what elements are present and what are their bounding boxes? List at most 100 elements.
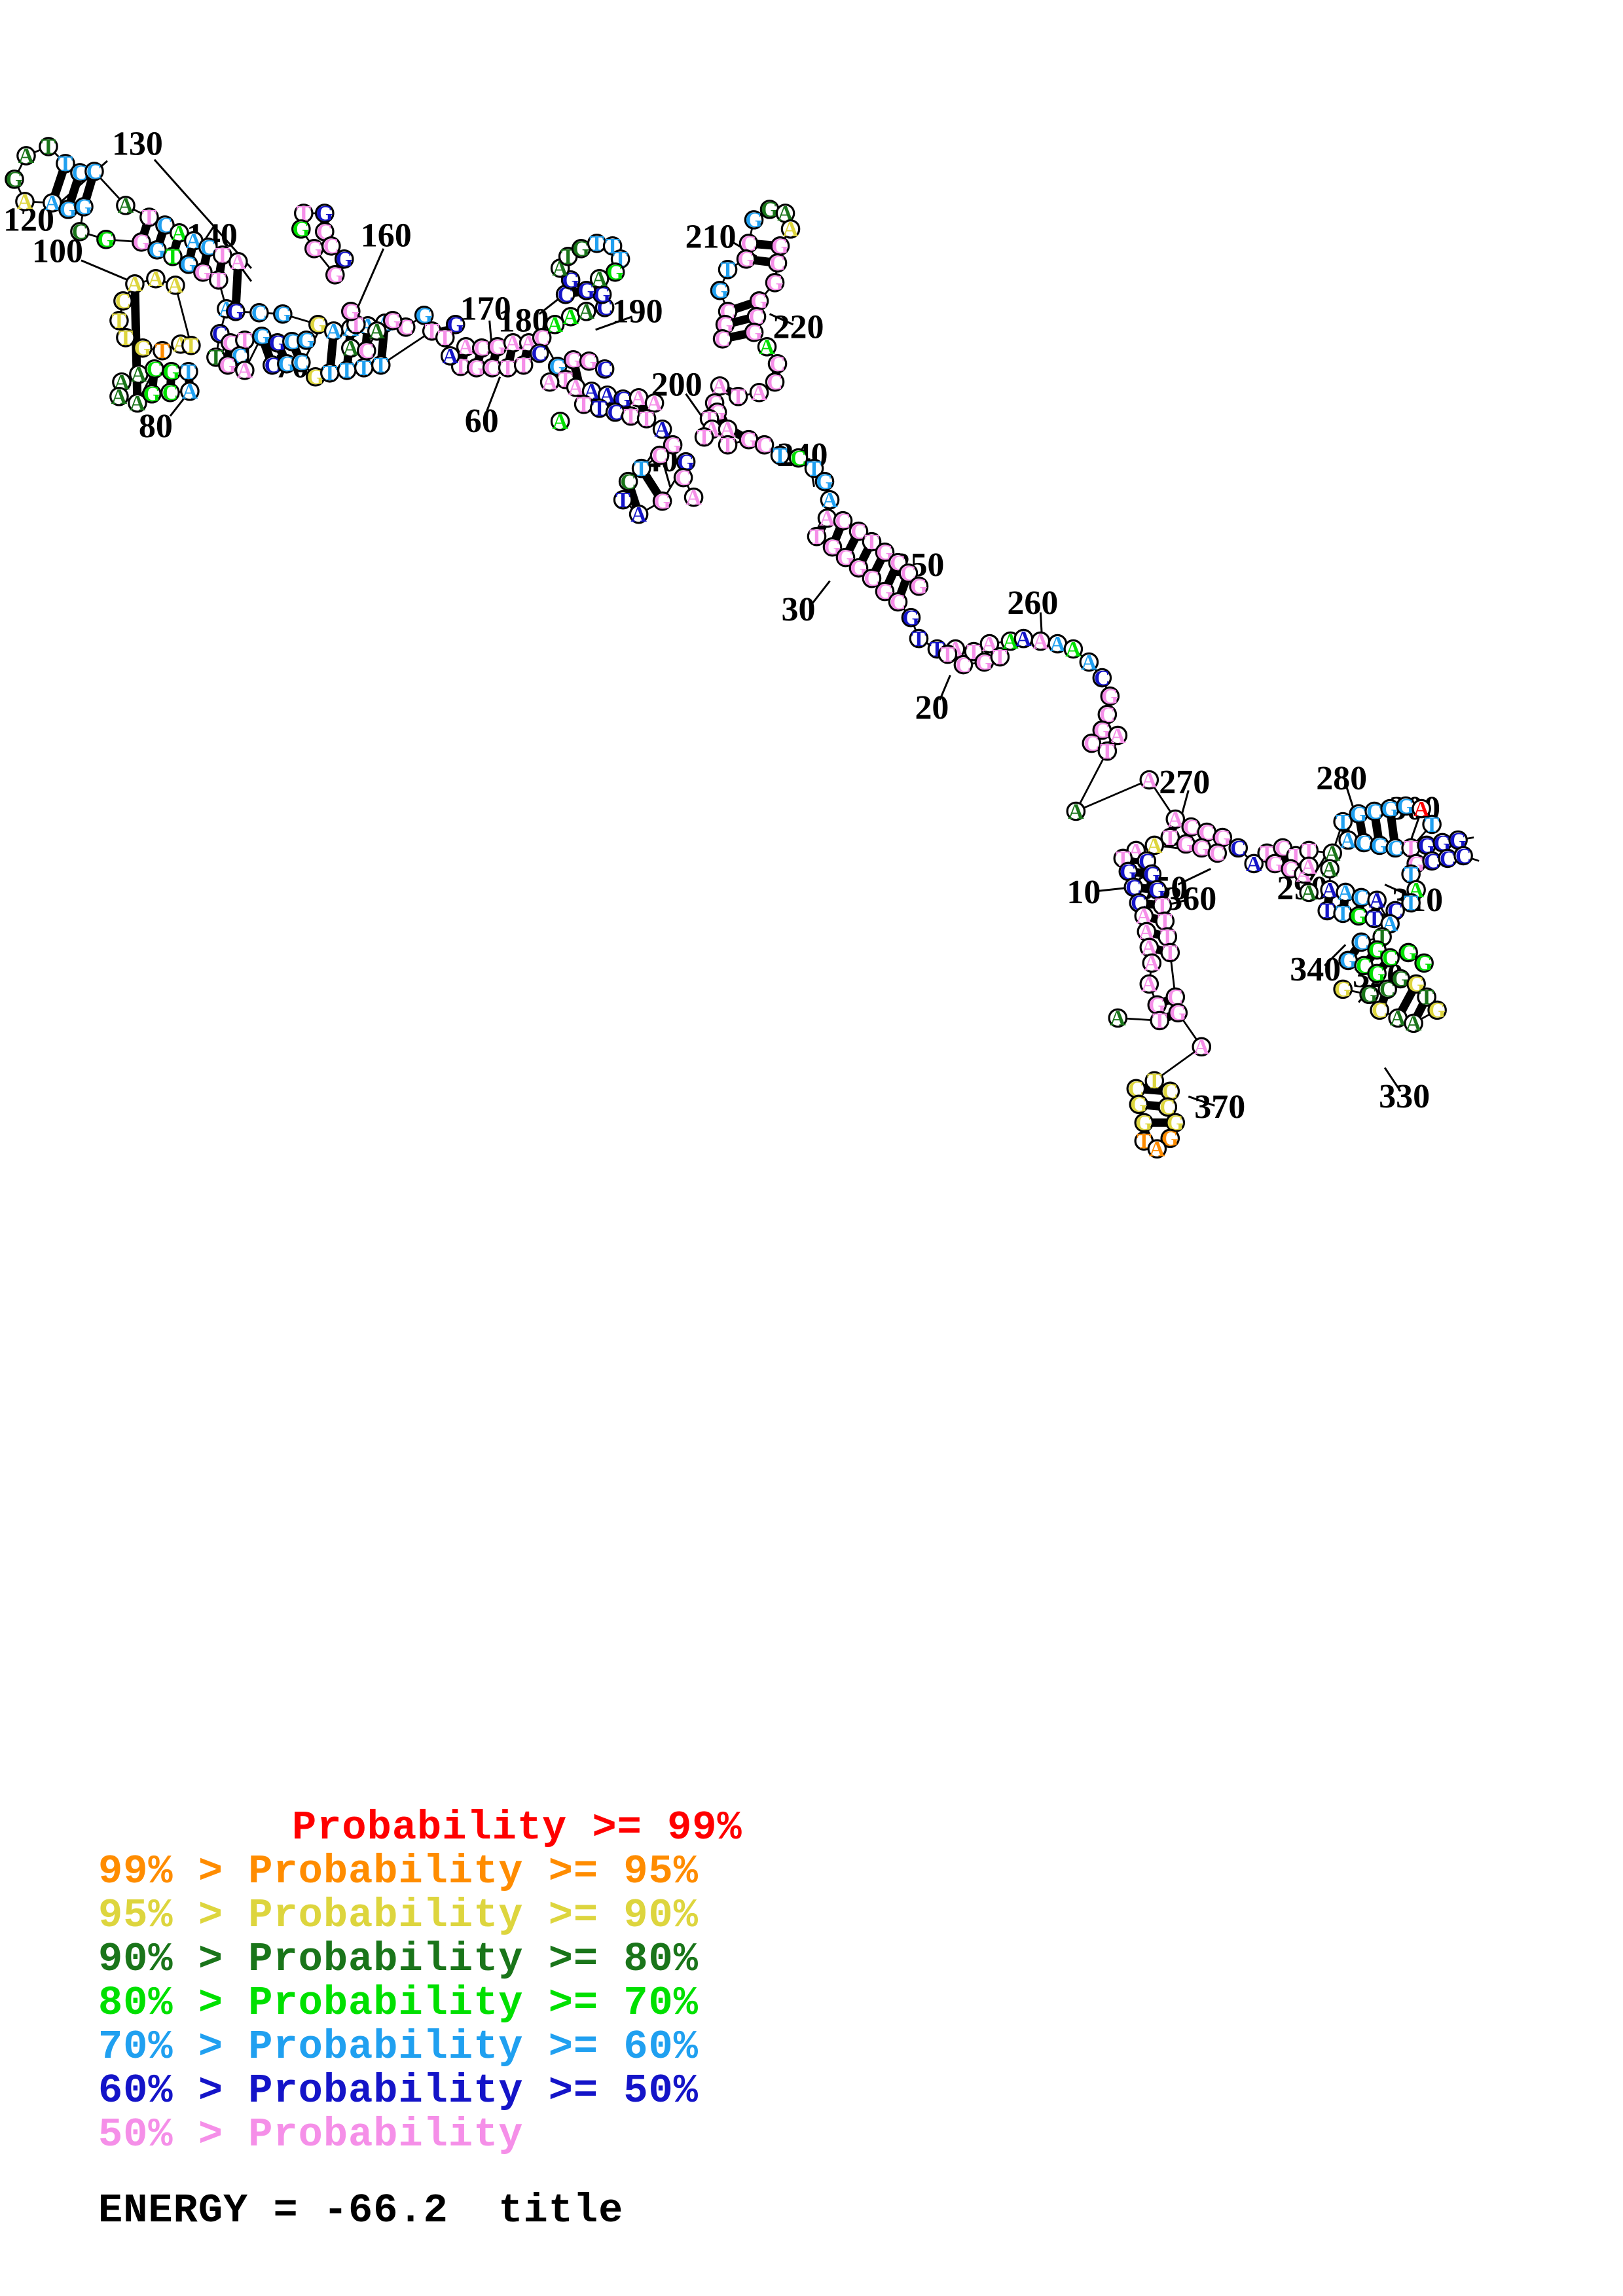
nucleotide[interactable]: G <box>744 208 764 232</box>
nucleotide[interactable]: C <box>356 339 376 363</box>
nucleotide[interactable]: A <box>1380 912 1400 937</box>
nucleotide[interactable]: A <box>184 229 204 253</box>
nucleotide[interactable]: C <box>833 509 853 533</box>
nucleotide[interactable]: C <box>788 446 809 471</box>
nucleotide[interactable]: T <box>770 444 790 468</box>
nucleotide[interactable]: A <box>1079 651 1099 675</box>
nucleotide[interactable]: C <box>618 470 638 494</box>
nucleotide[interactable]: C <box>1354 831 1374 855</box>
nucleotide[interactable]: G <box>179 253 198 277</box>
nucleotide[interactable]: T <box>1364 907 1384 931</box>
nucleotide[interactable]: T <box>1160 826 1180 850</box>
nucleotide[interactable]: G <box>218 353 238 378</box>
nucleotide[interactable]: C <box>1380 946 1400 971</box>
nucleotide[interactable]: T <box>181 334 201 358</box>
nucleotide[interactable]: A <box>1030 630 1051 654</box>
nucleotide[interactable]: G <box>74 195 94 219</box>
nucleotide[interactable]: G <box>1391 967 1410 992</box>
nucleotide[interactable]: G <box>340 300 361 324</box>
nucleotide[interactable]: G <box>226 300 246 324</box>
nucleotide[interactable]: G <box>765 271 785 295</box>
nucleotide[interactable]: C <box>1207 842 1228 866</box>
nucleotide[interactable]: G <box>1192 836 1212 861</box>
nucleotide[interactable]: A <box>629 503 649 527</box>
nucleotide[interactable]: A <box>560 305 581 329</box>
nucleotide[interactable]: T <box>513 353 534 378</box>
nucleotide[interactable]: C <box>70 220 90 244</box>
nucleotide[interactable]: T <box>1097 740 1118 764</box>
rna-structure-diagram[interactable]: 1301201008014070160180190170602002102204… <box>0 0 1623 1505</box>
nucleotide[interactable]: A <box>644 391 665 416</box>
nucleotide[interactable]: T <box>636 407 657 431</box>
nucleotide[interactable]: T <box>153 339 172 363</box>
nucleotide[interactable]: A <box>1139 973 1159 997</box>
nucleotide[interactable]: A <box>166 274 185 298</box>
nucleotide[interactable]: G <box>1100 685 1120 709</box>
nucleotide[interactable]: A <box>566 376 586 400</box>
nucleotide[interactable]: T <box>1317 899 1337 924</box>
nucleotide[interactable]: T <box>213 243 232 268</box>
nucleotide[interactable]: T <box>718 433 738 457</box>
nucleotide[interactable]: A <box>125 272 145 296</box>
nucleotide[interactable]: G <box>133 336 153 361</box>
nucleotide[interactable]: A <box>539 370 560 395</box>
nucleotide[interactable]: C <box>1092 666 1112 691</box>
nucleotide[interactable]: C <box>1422 850 1442 874</box>
nucleotide-layer[interactable]: ATGATACGCGCGATGCGATAGCGTTAACTCTCGAGGCGCG… <box>5 135 1623 1162</box>
nucleotide[interactable]: A <box>456 335 476 359</box>
nucleotide[interactable]: A <box>1299 855 1319 879</box>
nucleotide[interactable]: A <box>1388 1007 1408 1031</box>
nucleotide[interactable]: G <box>1414 952 1434 976</box>
nucleotide[interactable]: G <box>1398 941 1418 965</box>
nucleotide[interactable]: T <box>56 152 75 176</box>
nucleotide[interactable]: G <box>147 238 167 262</box>
nucleotide[interactable]: A <box>1048 632 1068 656</box>
nucleotide[interactable]: T <box>1160 941 1180 965</box>
nucleotide[interactable]: C <box>282 330 302 354</box>
nucleotide[interactable]: A <box>128 391 147 416</box>
nucleotide[interactable]: A <box>340 336 361 361</box>
nucleotide[interactable]: G <box>652 490 672 514</box>
nucleotide[interactable]: T <box>1144 1069 1165 1094</box>
nucleotide[interactable]: T <box>116 326 136 350</box>
nucleotide[interactable]: G <box>744 321 764 345</box>
nucleotide[interactable]: T <box>938 643 958 667</box>
nucleotide[interactable]: A <box>684 486 704 510</box>
nucleotide[interactable]: T <box>1150 1009 1170 1033</box>
nucleotide[interactable]: G <box>162 360 181 384</box>
nucleotide[interactable]: C <box>113 289 133 314</box>
nucleotide[interactable]: T <box>1333 902 1353 926</box>
nucleotide[interactable]: C <box>1453 844 1473 869</box>
nucleotide[interactable]: A <box>180 380 200 404</box>
nucleotide[interactable]: T <box>1422 813 1442 837</box>
nucleotide[interactable]: T <box>320 361 340 386</box>
nucleotide[interactable]: A <box>367 319 387 344</box>
nucleotide[interactable]: A <box>109 385 129 409</box>
nucleotide[interactable]: A <box>749 381 769 405</box>
nucleotide[interactable]: C <box>145 357 164 382</box>
nucleotide[interactable]: C <box>712 327 733 351</box>
nucleotide[interactable]: C <box>84 160 104 184</box>
nucleotide[interactable]: G <box>132 230 151 255</box>
nucleotide[interactable]: A <box>652 418 672 442</box>
nucleotide[interactable]: C <box>529 342 549 366</box>
nucleotide[interactable]: T <box>163 245 183 269</box>
nucleotide[interactable]: A <box>1139 768 1159 793</box>
nucleotide[interactable]: C <box>1181 816 1201 840</box>
nucleotide[interactable]: T <box>728 385 748 409</box>
nucleotide[interactable]: T <box>209 268 228 293</box>
nucleotide[interactable]: G <box>1396 795 1415 819</box>
nucleotide[interactable]: G <box>605 260 625 285</box>
nucleotide[interactable]: G <box>193 260 213 285</box>
nucleotide[interactable]: A <box>780 217 801 242</box>
nucleotide[interactable]: T <box>109 309 129 333</box>
nucleotide[interactable]: A <box>1367 889 1387 913</box>
nucleotide[interactable]: G <box>382 309 403 333</box>
nucleotide[interactable]: T <box>862 530 882 554</box>
nucleotide[interactable]: T <box>589 397 610 421</box>
nucleotide[interactable]: T <box>807 525 827 549</box>
nucleotide[interactable]: T <box>574 393 594 417</box>
nucleotide[interactable]: A <box>1192 1035 1212 1060</box>
nucleotide[interactable]: C <box>1370 999 1389 1023</box>
nucleotide[interactable]: A <box>979 632 1000 656</box>
